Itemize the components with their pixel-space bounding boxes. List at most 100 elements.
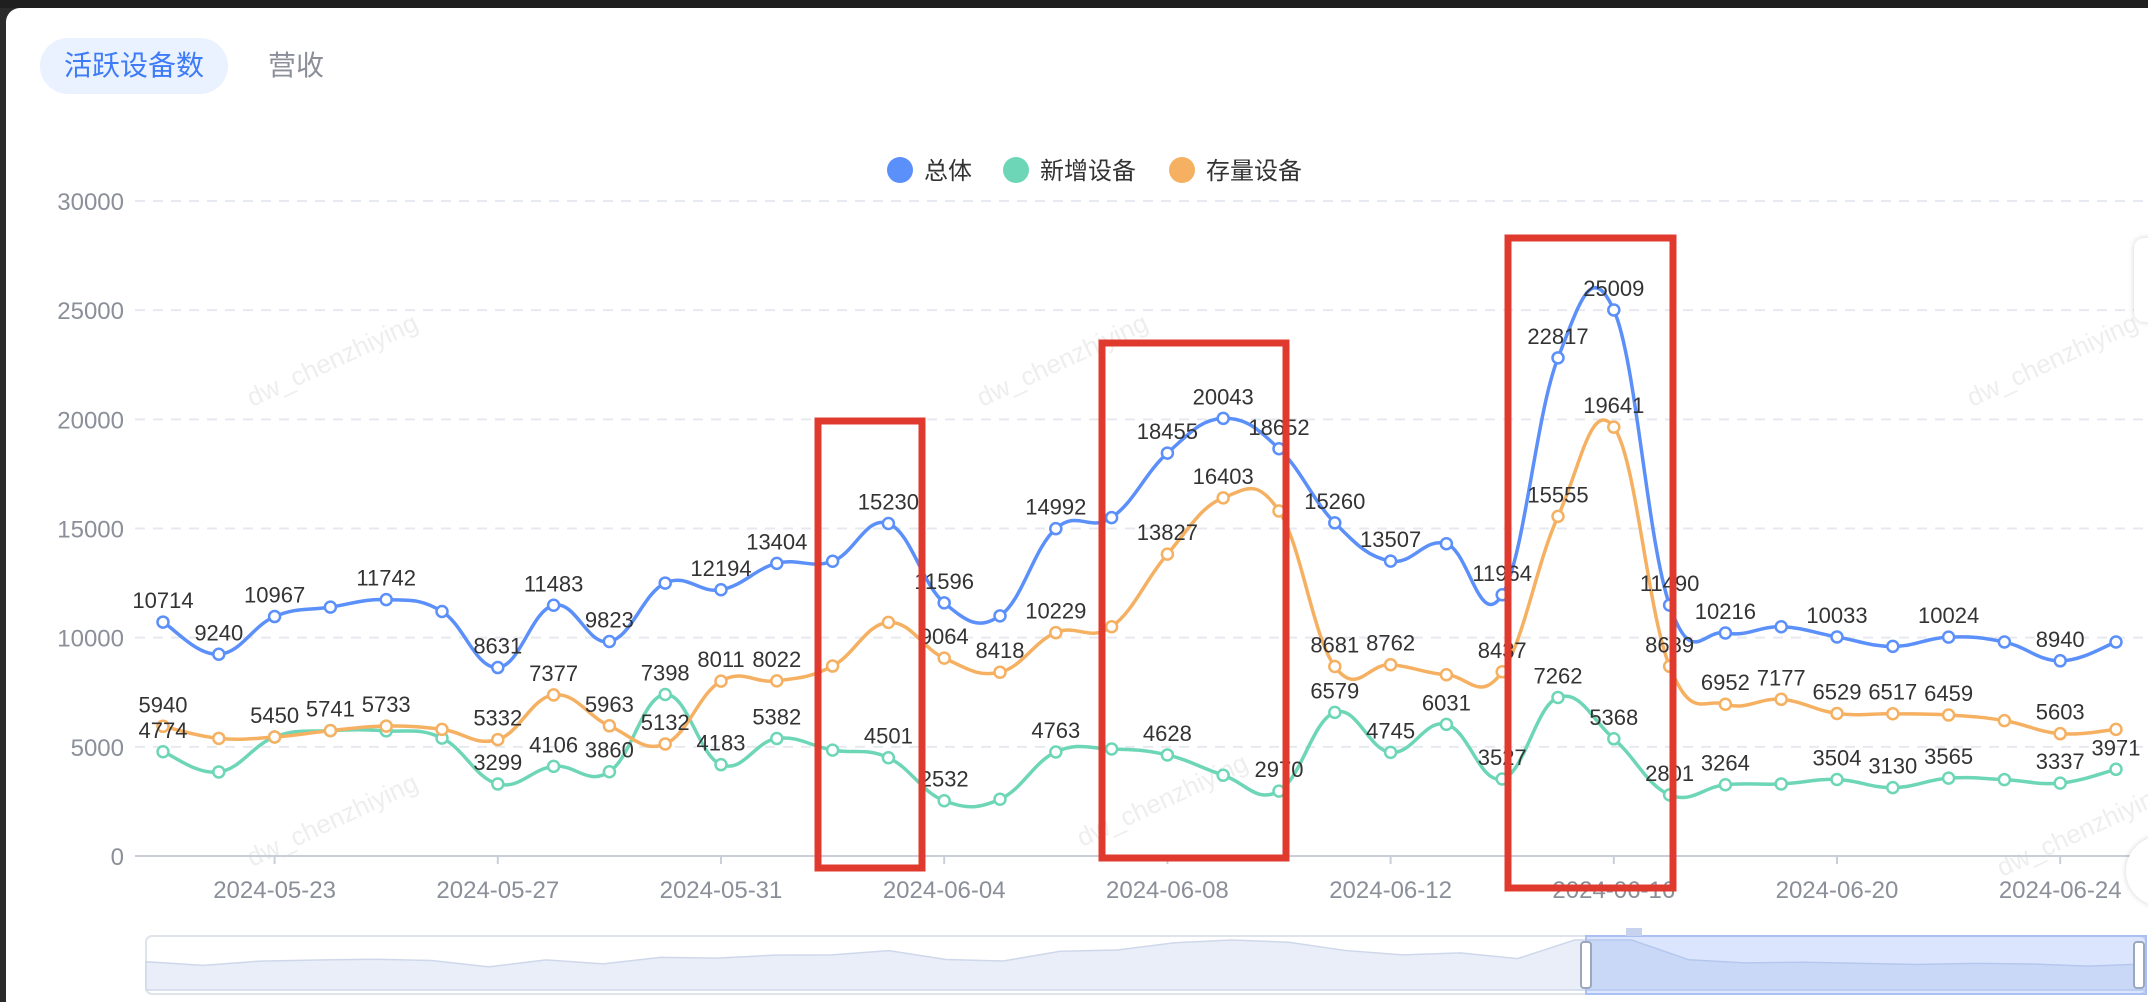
data-point xyxy=(1607,420,1621,434)
data-label: 9064 xyxy=(920,624,969,649)
data-label: 9240 xyxy=(194,620,243,645)
data-point xyxy=(1160,446,1175,460)
data-point xyxy=(770,556,784,571)
data-point xyxy=(1439,717,1454,732)
data-point xyxy=(1049,745,1063,759)
zoom-selected-range[interactable] xyxy=(1585,935,2147,995)
data-point xyxy=(1104,620,1119,634)
data-point xyxy=(1941,630,1956,644)
data-point xyxy=(1997,772,2012,787)
data-label: 14992 xyxy=(1025,495,1086,520)
data-point xyxy=(267,730,282,744)
data-label: 8762 xyxy=(1366,631,1415,656)
data-point xyxy=(602,764,617,779)
x-tick-label: 2024-05-27 xyxy=(436,877,559,904)
legend-label-1: 新增设备 xyxy=(1040,158,1136,185)
data-label: 4763 xyxy=(1031,718,1080,743)
data-point xyxy=(602,634,617,649)
data-point xyxy=(1383,554,1398,568)
tab-revenue[interactable]: 营收 xyxy=(268,50,325,81)
data-point xyxy=(658,737,672,751)
data-point xyxy=(1049,521,1063,536)
legend-marker-0 xyxy=(887,157,913,183)
data-label: 15260 xyxy=(1304,489,1365,514)
zoom-handle-right[interactable] xyxy=(2133,941,2145,989)
data-label: 5382 xyxy=(752,704,801,729)
data-zoom-slider[interactable] xyxy=(145,928,2147,995)
data-label: 7262 xyxy=(1534,663,1583,688)
tab-active-devices[interactable]: 活跃设备数 xyxy=(40,38,229,94)
y-tick-label: 10000 xyxy=(57,626,124,653)
window-top-bar xyxy=(0,0,2148,8)
data-label: 8681 xyxy=(1310,632,1359,657)
data-point xyxy=(1216,768,1230,782)
data-label: 18652 xyxy=(1248,415,1309,440)
data-label: 3130 xyxy=(1868,754,1917,779)
data-point xyxy=(1886,639,1900,654)
data-point xyxy=(770,674,784,688)
data-label: 15555 xyxy=(1527,482,1588,507)
data-point xyxy=(1830,630,1844,644)
data-point xyxy=(1160,547,1175,561)
data-label: 10033 xyxy=(1806,603,1867,628)
side-round-button[interactable] xyxy=(2126,836,2148,906)
data-point xyxy=(1997,713,2012,728)
data-point xyxy=(1886,780,1900,795)
data-label: 11742 xyxy=(356,566,416,591)
data-label: 6579 xyxy=(1310,678,1359,703)
watermark-text: dw_chenzhiying xyxy=(972,307,1152,412)
series-line-2 xyxy=(162,418,2117,749)
data-label: 10024 xyxy=(1918,603,1979,628)
zoom-drag-bar xyxy=(1626,928,1642,936)
data-point xyxy=(1830,772,1844,787)
data-label: 5450 xyxy=(250,703,299,728)
data-point xyxy=(491,660,505,675)
data-point xyxy=(825,554,840,568)
data-point xyxy=(212,731,226,746)
data-label: 4628 xyxy=(1143,721,1192,746)
data-label: 5603 xyxy=(2036,700,2085,725)
data-label: 6529 xyxy=(1813,679,1862,704)
data-point xyxy=(1718,777,1733,792)
data-point xyxy=(993,609,1007,623)
x-tick-label: 2024-05-31 xyxy=(660,877,783,904)
side-panel-button[interactable] xyxy=(2134,238,2148,322)
zoom-preview-area xyxy=(145,939,2147,991)
data-label: 10216 xyxy=(1695,599,1756,624)
data-point xyxy=(714,674,728,688)
highlight-box xyxy=(1504,234,1677,892)
data-point xyxy=(1997,635,2012,649)
data-label: 2970 xyxy=(1255,757,1304,782)
data-label: 4745 xyxy=(1366,718,1415,743)
data-point xyxy=(770,731,784,746)
data-point xyxy=(156,745,170,759)
data-point xyxy=(156,615,170,629)
data-point xyxy=(1439,537,1454,551)
data-label: 8631 xyxy=(473,634,522,659)
data-point xyxy=(546,688,561,702)
data-point xyxy=(323,723,338,738)
data-point xyxy=(602,719,617,733)
data-point xyxy=(1328,516,1342,530)
data-label: 3971 xyxy=(2092,735,2141,760)
data-label: 9823 xyxy=(585,608,634,633)
data-label: 5332 xyxy=(473,706,522,731)
data-point xyxy=(881,750,896,765)
data-label: 5940 xyxy=(139,692,188,717)
data-point xyxy=(937,596,951,610)
data-label: 25009 xyxy=(1583,276,1644,301)
data-point xyxy=(1941,708,1956,722)
data-point xyxy=(212,647,226,662)
data-label: 3337 xyxy=(2036,749,2085,774)
data-label: 2532 xyxy=(920,767,969,792)
data-point xyxy=(2109,722,2123,737)
data-label: 3565 xyxy=(1924,744,1973,769)
data-label: 3299 xyxy=(473,750,522,775)
data-point xyxy=(1718,626,1733,640)
data-point xyxy=(546,759,561,774)
data-point xyxy=(825,743,840,757)
data-label: 3527 xyxy=(1478,745,1527,770)
zoom-handle-left[interactable] xyxy=(1580,941,1592,989)
data-label: 8437 xyxy=(1478,638,1527,663)
